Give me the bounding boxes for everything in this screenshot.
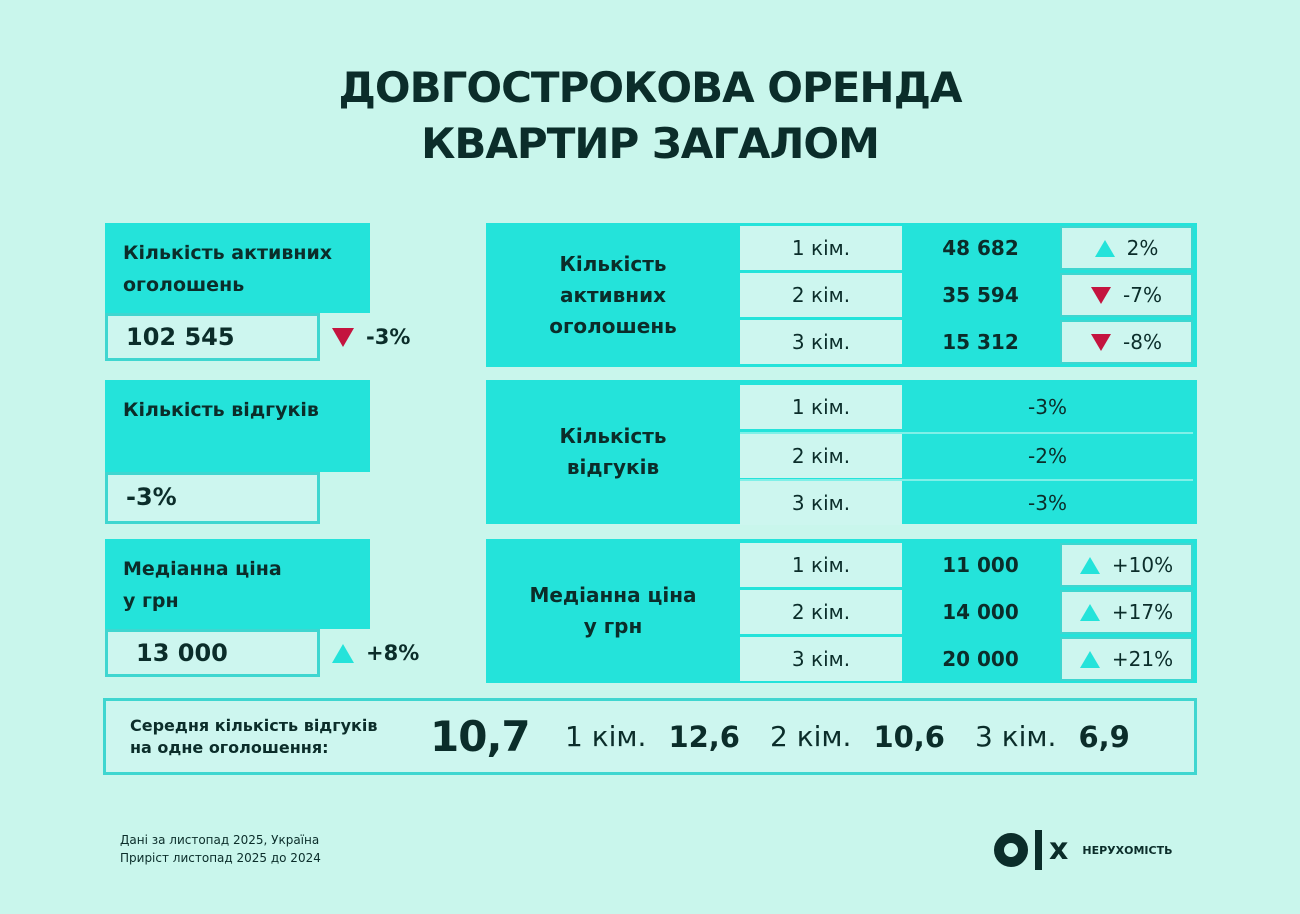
panel-label: Кількість активних оголошень (486, 223, 740, 367)
panel-label-line: відгуків (566, 455, 660, 479)
olx-logo-icon: x НЕРУХОМІСТЬ (994, 830, 1172, 870)
responses-total-value: -3% (105, 472, 320, 524)
logo-x-mark: x (1049, 832, 1069, 867)
change-text: -7% (1123, 283, 1162, 307)
average-overall-value: 10,7 (430, 712, 531, 761)
row-value: 15 312 (942, 330, 1019, 354)
row-change: +21% (1060, 637, 1193, 681)
price-change-text: +8% (366, 641, 420, 665)
title-line-2: КВАРТИР ЗАГАЛОМ (421, 119, 880, 168)
row-value: 20 000 (942, 647, 1019, 671)
room-label: 2 кім. (740, 273, 902, 317)
listings-total-change: -3% (332, 313, 410, 361)
row-change: -7% (1060, 273, 1193, 317)
average-room-label: 3 кім. (975, 720, 1057, 753)
average-responses-band: Середня кількість відгуків на одне оголо… (103, 698, 1197, 775)
panel-label-line: Медіанна ціна (529, 583, 697, 607)
page-title: ДОВГОСТРОКОВА ОРЕНДА КВАРТИР ЗАГАЛОМ (0, 60, 1300, 172)
logo-o-mark (994, 833, 1028, 867)
panel-label: Кількість відгуків (486, 380, 740, 524)
panel-label-line: оголошень (549, 313, 677, 338)
listings-total-header: Кількість активних оголошень (105, 223, 370, 313)
logo-bar-mark (1035, 830, 1042, 870)
footnote-line1: Дані за листопад 2025, Україна (120, 833, 320, 847)
price-label-line2: у грн (123, 590, 179, 612)
average-room-value: 10,6 (873, 719, 945, 754)
responses-label: Кількість відгуків (123, 399, 319, 421)
listings-label-line2: оголошень (123, 274, 245, 296)
room-label: 3 кім. (740, 320, 902, 364)
change-text: 2% (1126, 236, 1159, 260)
listings-label-line1: Кількість активних (123, 242, 333, 264)
listings-by-rooms-panel: Кількість активних оголошень 1 кім. 48 6… (486, 223, 1197, 367)
trend-up-icon (1079, 556, 1100, 574)
average-label-line2: на одне оголошення: (130, 737, 329, 757)
room-label: 1 кім. (740, 385, 902, 429)
row-change: +10% (1060, 543, 1193, 587)
panel-label-line: у грн (583, 614, 643, 638)
row-change: -3% (1028, 491, 1067, 515)
table-row: 3 кім. -3% (740, 479, 1193, 525)
room-label: 2 кім. (740, 590, 902, 634)
room-label: 3 кім. (740, 637, 902, 681)
change-text: -8% (1123, 330, 1162, 354)
price-median-header: Медіанна ціна у грн (105, 539, 370, 629)
trend-up-icon (1079, 603, 1100, 621)
price-label-line1: Медіанна ціна (123, 558, 282, 580)
room-label: 1 кім. (740, 226, 902, 270)
average-room-label: 2 кім. (770, 720, 852, 753)
trend-up-icon (332, 643, 354, 663)
average-room-label: 1 кім. (565, 720, 647, 753)
row-value: 11 000 (942, 553, 1019, 577)
title-line-1: ДОВГОСТРОКОВА ОРЕНДА (338, 63, 963, 112)
trend-up-icon (1079, 650, 1100, 668)
trend-up-icon (1094, 239, 1115, 257)
average-room-value: 12,6 (668, 719, 740, 754)
panel-label-line: Кількість (559, 251, 667, 276)
panel-label-line: активних (559, 282, 667, 307)
trend-down-icon (1091, 286, 1112, 304)
row-change: 2% (1060, 226, 1193, 270)
logo-brand-text: НЕРУХОМІСТЬ (1082, 843, 1173, 857)
trend-down-icon (1091, 333, 1112, 351)
table-row: 1 кім. -3% (740, 385, 1193, 429)
footnote: Дані за листопад 2025, Україна Приріст л… (120, 831, 321, 867)
change-text: +10% (1111, 553, 1174, 577)
room-label: 1 кім. (740, 543, 902, 587)
row-value: 14 000 (942, 600, 1019, 624)
price-median-value: 13 000 (105, 629, 320, 677)
price-median-change: +8% (332, 629, 419, 677)
listings-change-text: -3% (366, 325, 411, 349)
responses-total-header: Кількість відгуків (105, 380, 370, 472)
listings-total-value: 102 545 (105, 313, 320, 361)
change-text: +21% (1111, 647, 1174, 671)
panel-label-line: Кількість (559, 424, 667, 448)
average-room-value: 6,9 (1078, 719, 1130, 754)
room-label: 2 кім. (740, 434, 902, 478)
table-row: 3 кім. 20 000 +21% (740, 637, 1193, 681)
row-value: 35 594 (942, 283, 1019, 307)
footnote-line2: Приріст листопад 2025 до 2024 (120, 851, 321, 865)
table-row: 1 кім. 11 000 +10% (740, 543, 1193, 587)
panel-label: Медіанна ціна у грн (486, 539, 740, 683)
average-label-line1: Середня кількість відгуків (130, 715, 378, 735)
table-row: 2 кім. 14 000 +17% (740, 590, 1193, 634)
table-row: 1 кім. 48 682 2% (740, 226, 1193, 270)
average-label: Середня кількість відгуків на одне оголо… (130, 715, 430, 759)
row-change: -3% (1028, 395, 1067, 419)
row-change: +17% (1060, 590, 1193, 634)
room-label: 3 кім. (740, 481, 902, 525)
price-by-rooms-panel: Медіанна ціна у грн 1 кім. 11 000 +10% 2… (486, 539, 1197, 683)
row-value: 48 682 (942, 236, 1019, 260)
row-change: -2% (1028, 444, 1067, 468)
change-text: +17% (1111, 600, 1174, 624)
table-row: 2 кім. -2% (740, 432, 1193, 478)
table-row: 3 кім. 15 312 -8% (740, 320, 1193, 364)
responses-by-rooms-panel: Кількість відгуків 1 кім. -3% 2 кім. -2%… (486, 380, 1197, 525)
trend-down-icon (332, 327, 354, 347)
row-change: -8% (1060, 320, 1193, 364)
table-row: 2 кім. 35 594 -7% (740, 273, 1193, 317)
